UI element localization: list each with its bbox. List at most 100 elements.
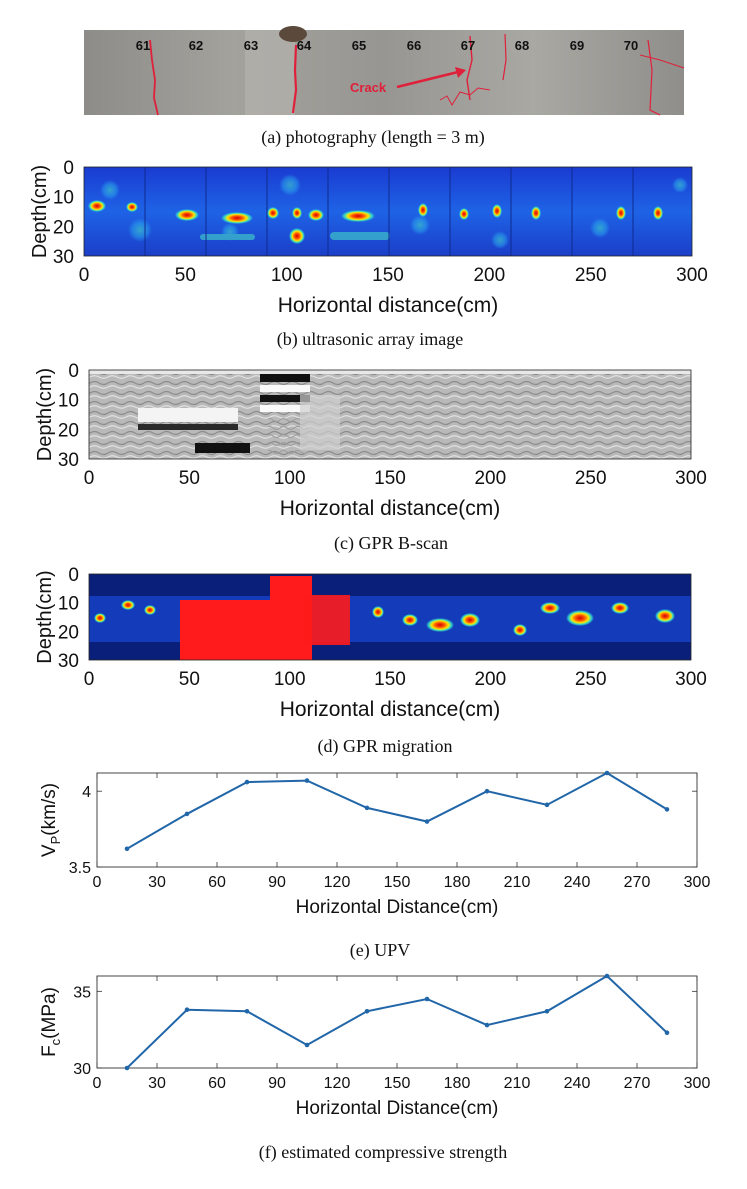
concrete-photo (84, 30, 684, 115)
photo-marker: 66 (407, 38, 421, 53)
crack-line (647, 39, 661, 116)
plot-frame (96, 772, 698, 868)
caption-d: (d) GPR migration (318, 736, 453, 757)
data-point (604, 973, 610, 979)
y-axis-label: Depth(cm) (29, 165, 51, 258)
x-tick-label: 50 (179, 468, 200, 489)
x-tick-label: 150 (374, 468, 406, 489)
crack-line (502, 33, 507, 81)
x-axis-label: Horizontal distance(cm) (278, 294, 499, 317)
photo-marker: 68 (515, 38, 529, 53)
x-tick-label: 150 (372, 265, 404, 286)
data-point (364, 1008, 370, 1014)
y-axis-label: Depth(cm) (34, 570, 56, 663)
x-axis-label: Horizontal distance(cm) (280, 698, 501, 721)
data-point (244, 779, 250, 785)
x-tick-label: 30 (148, 874, 166, 891)
x-tick-label: 150 (384, 1075, 411, 1092)
crack-line (149, 39, 159, 116)
image-frame (88, 369, 692, 460)
data-point (424, 996, 430, 1002)
x-tick-label: 50 (179, 669, 200, 690)
plot-frame (96, 975, 698, 1069)
x-axis-label: Horizontal Distance(cm) (296, 897, 499, 918)
x-axis-label: Horizontal distance(cm) (280, 497, 501, 520)
y-tick-label: 4 (82, 784, 91, 801)
y-axis-label: Fc(MPa) (39, 987, 63, 1057)
x-tick-label: 120 (324, 1075, 351, 1092)
photo-marker: 63 (244, 38, 258, 53)
x-tick-label: 50 (175, 265, 196, 286)
ultrasonic-seams (144, 167, 634, 256)
photo-panel: 61 62 63 64 65 66 67 68 69 70 Crack (a) photograp… (84, 26, 685, 148)
crack-arrow (396, 70, 459, 89)
gpr-migration-hotspots (94, 576, 675, 660)
x-tick-label: 90 (268, 874, 286, 891)
strength-chart: 0 30 60 90 120 150 180 210 240 270 3003035Horizont… (39, 973, 710, 1119)
y-axis-label: VP(km/s) (39, 783, 63, 857)
data-point (544, 1008, 550, 1014)
data-point (124, 846, 130, 852)
y-tick-label: 0 (68, 361, 79, 382)
x-tick-label: 210 (504, 1075, 531, 1092)
x-tick-label: 250 (575, 265, 607, 286)
data-point (604, 770, 610, 776)
x-tick-label: 300 (676, 265, 708, 286)
x-tick-label: 250 (575, 468, 607, 489)
x-tick-label: 60 (208, 874, 226, 891)
x-tick-label: 150 (384, 874, 411, 891)
data-point (544, 802, 550, 808)
photo-marker: 61 (136, 38, 150, 53)
x-tick-label: 100 (274, 669, 306, 690)
y-tick-label: 20 (58, 622, 79, 643)
y-tick-label: 20 (58, 420, 79, 441)
crack-line (439, 87, 491, 106)
x-tick-label: 300 (675, 669, 707, 690)
photo-marker: 62 (189, 38, 203, 53)
upv-chart: 0 30 60 90 120 150 180 210 240 270 300 3.5 4 Horizont… (39, 770, 710, 918)
gpr-migration-band (89, 596, 691, 642)
x-tick-label: 0 (84, 669, 95, 690)
x-tick-label: 210 (504, 874, 531, 891)
series-line (126, 771, 668, 850)
photo-marker: 70 (624, 38, 638, 53)
data-point (424, 819, 430, 824)
caption-f: (f) estimated compressive strength (259, 1142, 507, 1163)
y-tick-label: 30 (58, 450, 79, 471)
x-tick-label: 270 (624, 874, 651, 891)
caption-a: (a) photography (length = 3 m) (261, 127, 485, 148)
photo-shade (245, 30, 295, 115)
x-tick-label: 200 (474, 669, 506, 690)
crack-label: Crack (350, 80, 387, 95)
x-tick-label: 100 (274, 468, 306, 489)
y-tick-label: 0 (63, 158, 74, 179)
y-tick-label: 30 (53, 247, 74, 268)
x-tick-label: 240 (564, 1075, 591, 1092)
series-line (126, 974, 668, 1069)
photo-dark-spot (279, 26, 307, 42)
photo-marker: 69 (570, 38, 584, 53)
ultrasonic-reflectors (88, 200, 663, 244)
photo-marker: 65 (352, 38, 366, 53)
data-point (304, 778, 310, 783)
x-tick-label: 0 (93, 874, 102, 891)
y-tick-label: 0 (68, 565, 79, 586)
y-tick-label: 10 (58, 594, 79, 615)
x-tick-label: 90 (268, 1075, 286, 1092)
x-tick-label: 120 (324, 874, 351, 891)
y-tick-label: 30 (73, 1061, 91, 1078)
data-point (304, 1042, 310, 1048)
photo-marker: 64 (297, 38, 312, 53)
x-tick-label: 30 (148, 1075, 166, 1092)
data-point (124, 1065, 130, 1071)
caption-b: (b) ultrasonic array image (277, 329, 463, 350)
x-tick-label: 300 (675, 468, 707, 489)
crack-line (291, 44, 298, 114)
ultrasonic-texture (100, 174, 688, 249)
x-tick-label: 0 (79, 265, 90, 286)
